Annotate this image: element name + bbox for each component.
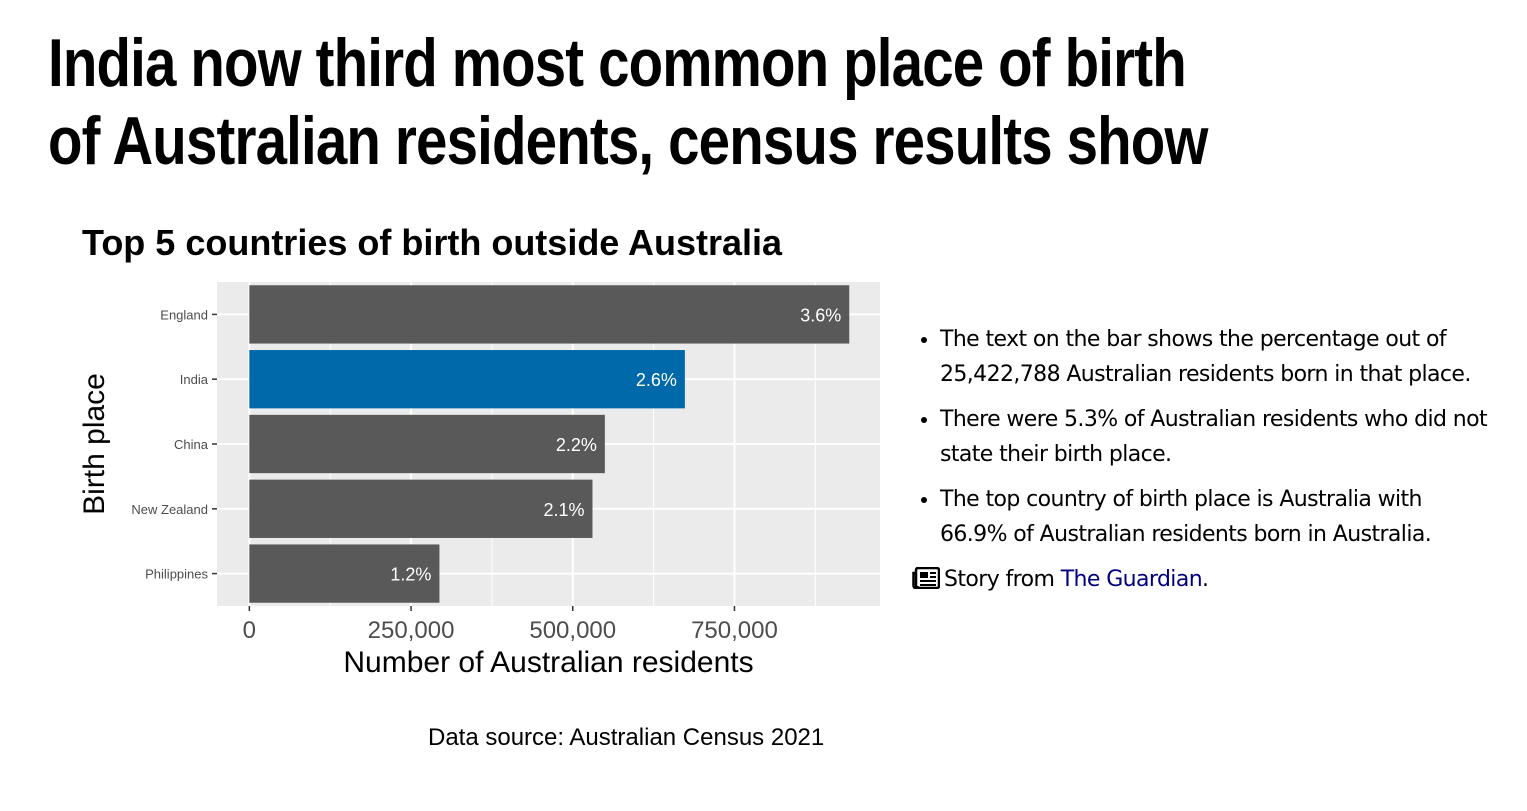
y-axis-title: Birth place xyxy=(78,373,111,515)
note-item: The top country of birth place is Austra… xyxy=(940,482,1492,552)
bar xyxy=(249,350,685,409)
x-axis-title: Number of Australian residents xyxy=(343,646,753,679)
bars: 3.6% 2.6% 2.2% 2.1% 1.2% xyxy=(249,285,850,603)
story-suffix: . xyxy=(1202,567,1209,592)
bar xyxy=(249,479,593,538)
guardian-link[interactable]: The Guardian xyxy=(1060,567,1203,592)
x-tick-label: 0 xyxy=(243,617,256,644)
notes-panel: The text on the bar shows the percentage… xyxy=(912,322,1492,597)
headline: India now third most common place of bir… xyxy=(48,25,1208,179)
bar xyxy=(249,544,440,603)
bar-label: 1.2% xyxy=(390,565,431,585)
y-tick-label: Philippines xyxy=(145,567,208,582)
x-tick-label: 250,000 xyxy=(368,617,455,644)
bar-label: 2.6% xyxy=(636,370,677,390)
axis-ticks: England India China New Zealand Philippines 0… xyxy=(131,307,777,644)
bar-chart: 3.6% 2.6% 2.2% 2.1% 1.2% England India China Ne… xyxy=(78,282,880,679)
bar xyxy=(249,414,605,474)
note-item: The text on the bar shows the percentage… xyxy=(940,322,1492,392)
x-tick-label: 750,000 xyxy=(691,617,778,644)
story-prefix: Story from xyxy=(944,567,1061,592)
bar-label: 2.1% xyxy=(543,500,584,520)
y-tick-label: India xyxy=(180,372,209,387)
data-source: Data source: Australian Census 2021 xyxy=(428,724,825,751)
note-item: There were 5.3% of Australian residents … xyxy=(940,402,1492,472)
y-tick-label: China xyxy=(174,437,209,452)
bar-label: 2.2% xyxy=(556,435,597,455)
chart-title: Top 5 countries of birth outside Austral… xyxy=(82,222,783,263)
y-tick-label: New Zealand xyxy=(131,502,208,517)
y-tick-label: England xyxy=(160,307,208,322)
newspaper-icon xyxy=(912,567,940,589)
bar-label: 3.6% xyxy=(800,305,841,325)
x-tick-label: 500,000 xyxy=(529,617,616,644)
story-line: Story from The Guardian. xyxy=(912,562,1492,597)
bar xyxy=(249,285,850,344)
